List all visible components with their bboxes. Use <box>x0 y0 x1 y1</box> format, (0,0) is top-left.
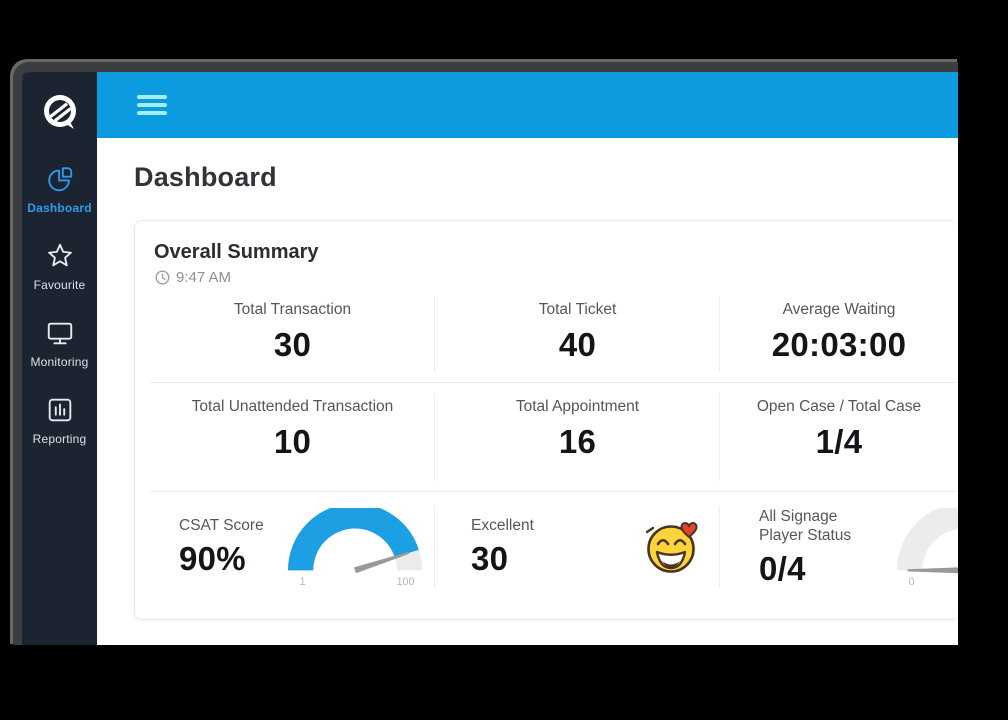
sidebar-item-label: Reporting <box>32 432 87 446</box>
main-area: Dashboard Overall Summary 9:47 AM <box>97 72 958 645</box>
monitor-bezel: Dashboard Favourite Mo <box>13 62 958 645</box>
metric-total-unattended-transaction: Total Unattended Transaction 10 <box>150 383 435 491</box>
sidebar: Dashboard Favourite Mo <box>22 72 97 645</box>
metric-label: Average Waiting <box>782 301 896 318</box>
svg-text:100: 100 <box>397 576 415 586</box>
metric-total-ticket: Total Ticket 40 <box>435 286 720 382</box>
metric-label: All Signage <box>759 507 838 525</box>
metric-open-case-total-case: Open Case / Total Case 1/4 <box>720 383 958 491</box>
sidebar-item-reporting[interactable]: Reporting <box>22 395 97 446</box>
hamburger-menu-icon[interactable] <box>137 95 167 115</box>
metric-value: 90% <box>179 539 246 577</box>
metric-value: 1/4 <box>815 423 863 460</box>
top-bar <box>97 72 958 138</box>
metric-row: Total Transaction 30 Total Ticket 40 Ave… <box>150 286 958 383</box>
csat-gauge: 1 100 <box>287 508 423 586</box>
excellent-cell: Excellent 30 <box>435 492 720 602</box>
sidebar-item-label: Monitoring <box>30 355 89 369</box>
page-title: Dashboard <box>134 162 277 192</box>
clock-icon <box>155 270 170 285</box>
monitor-icon <box>45 318 75 348</box>
metric-total-transaction: Total Transaction 30 <box>150 286 435 382</box>
bar-chart-icon <box>45 395 75 425</box>
metric-label: Open Case / Total Case <box>756 398 922 415</box>
metric-value: 30 <box>273 326 312 363</box>
metric-label: CSAT Score <box>179 516 264 534</box>
metric-value: 0/4 <box>759 549 806 587</box>
overall-summary-card: Overall Summary 9:47 AM Total Trans <box>134 220 958 620</box>
card-time: 9:47 AM <box>154 269 958 286</box>
sidebar-item-label: Dashboard <box>27 201 92 215</box>
metric-label: Total Ticket <box>538 301 617 318</box>
metric-value: 20:03:00 <box>771 326 907 363</box>
content-area: Dashboard Overall Summary 9:47 AM <box>97 138 958 645</box>
sidebar-item-dashboard[interactable]: Dashboard <box>22 164 97 215</box>
signage-status-cell: All Signage Player Status 0/4 0 <box>720 492 958 602</box>
metric-row: Total Unattended Transaction 10 Total Ap… <box>150 383 958 492</box>
sidebar-item-monitoring[interactable]: Monitoring <box>22 318 97 369</box>
metric-label: Total Transaction <box>233 301 352 318</box>
metric-value: 16 <box>558 423 597 460</box>
metric-label: Total Unattended Transaction <box>191 398 394 415</box>
brand-logo <box>43 95 76 129</box>
metric-value: 40 <box>558 326 597 363</box>
csat-score-cell: CSAT Score 90% 1 100 <box>150 492 435 602</box>
card-title: Overall Summary <box>154 241 319 263</box>
card-time-label: 9:47 AM <box>176 269 232 286</box>
metric-average-waiting: Average Waiting 20:03:00 <box>720 286 958 382</box>
metric-row: CSAT Score 90% 1 100 <box>150 492 958 602</box>
svg-text:1: 1 <box>300 576 306 586</box>
metric-total-appointment: Total Appointment 16 <box>435 383 720 491</box>
sidebar-item-label: Favourite <box>33 278 86 292</box>
screen: Dashboard Favourite Mo <box>22 72 958 645</box>
metric-value: 10 <box>273 423 312 460</box>
star-icon <box>45 241 75 271</box>
signage-gauge: 0 <box>896 508 958 586</box>
metric-label: Excellent <box>471 516 534 534</box>
metric-value: 30 <box>471 539 509 577</box>
card-header: Overall Summary 9:47 AM <box>135 221 958 286</box>
metric-label: Total Appointment <box>515 398 640 415</box>
laughing-face-with-heart-emoji <box>645 522 698 573</box>
svg-text:0: 0 <box>909 576 915 586</box>
metric-label: Player Status <box>759 526 852 544</box>
sidebar-item-favourite[interactable]: Favourite <box>22 241 97 292</box>
pie-chart-icon <box>45 164 75 194</box>
